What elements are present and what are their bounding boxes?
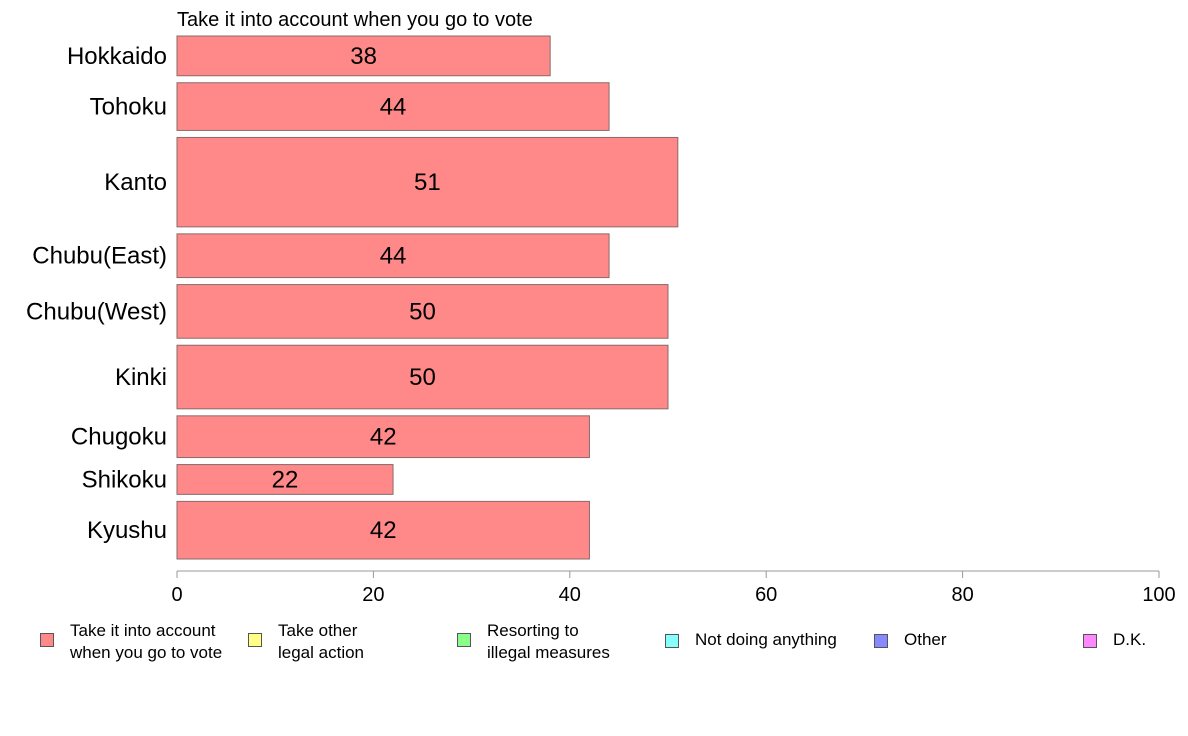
category-label: Kinki bbox=[115, 364, 167, 391]
chart-title: Take it into account when you go to vote bbox=[177, 9, 533, 31]
x-tick-label: 0 bbox=[171, 584, 182, 606]
x-tick-label: 60 bbox=[755, 584, 777, 606]
data-label: 51 bbox=[414, 169, 441, 196]
x-tick-label: 20 bbox=[362, 584, 384, 606]
legend-label: Other bbox=[904, 630, 947, 649]
legend-label: Take other legal action bbox=[278, 621, 365, 662]
legend-item-nothing: Not doing anything bbox=[665, 620, 837, 651]
legend-swatch bbox=[40, 633, 54, 647]
category-label: Kanto bbox=[104, 169, 167, 196]
category-label: Tohoku bbox=[90, 94, 167, 121]
x-tick-label: 100 bbox=[1142, 584, 1175, 606]
legend-label: Resorting to illegal measures bbox=[487, 621, 610, 662]
legend-item-illegal: Resorting to illegal measures bbox=[457, 620, 610, 664]
category-label: Hokkaido bbox=[67, 43, 167, 70]
legend-item-dk: D.K. bbox=[1083, 620, 1146, 651]
data-label: 50 bbox=[409, 298, 436, 325]
bar-chubu-east bbox=[176, 233, 610, 279]
legend-label: D.K. bbox=[1113, 630, 1147, 649]
category-label: Kyushu bbox=[87, 517, 167, 544]
bar-kinki bbox=[176, 344, 669, 410]
x-axis: 0 20 40 60 80 100 bbox=[171, 570, 1176, 606]
bar-shikoku bbox=[176, 464, 394, 495]
legend-item-vote: Take it into account when you go to vote bbox=[40, 620, 222, 664]
category-label: Chubu(West) bbox=[26, 298, 167, 325]
x-tick-label: 40 bbox=[559, 584, 581, 606]
data-label: 50 bbox=[409, 364, 436, 391]
x-tick-label: 80 bbox=[951, 584, 973, 606]
bars-group: Hokkaido 38 Tohoku 44 Kanto 51 Chubu(East) 44 Ch… bbox=[26, 35, 679, 560]
bar-chart: Take it into account when you go to vote… bbox=[26, 9, 1176, 606]
category-label: Shikoku bbox=[82, 466, 167, 493]
legend-swatch bbox=[1083, 634, 1097, 648]
data-label: 38 bbox=[350, 43, 377, 70]
legend-label: Take it into account when you go to vote bbox=[70, 621, 223, 662]
legend-swatch bbox=[874, 634, 888, 648]
legend-item-legal-action: Take other legal action bbox=[248, 620, 364, 664]
data-label: 44 bbox=[380, 94, 407, 121]
legend-item-other: Other bbox=[874, 620, 947, 651]
bar-kanto bbox=[176, 136, 679, 228]
legend: Take it into account when you go to vote… bbox=[0, 620, 1188, 680]
legend-swatch bbox=[248, 633, 262, 647]
bar-chubu-west bbox=[176, 284, 669, 339]
data-label: 44 bbox=[380, 243, 407, 270]
data-label: 42 bbox=[370, 424, 397, 451]
category-label: Chubu(East) bbox=[32, 243, 167, 270]
data-label: 22 bbox=[272, 466, 299, 493]
legend-label: Not doing anything bbox=[695, 630, 837, 649]
bar-chugoku bbox=[176, 415, 590, 459]
bar-kyushu bbox=[176, 500, 590, 560]
category-label: Chugoku bbox=[71, 424, 167, 451]
legend-swatch bbox=[457, 633, 471, 647]
bar-hokkaido bbox=[176, 35, 551, 77]
bar-tohoku bbox=[176, 82, 610, 131]
legend-swatch bbox=[665, 634, 679, 648]
data-label: 42 bbox=[370, 517, 397, 544]
